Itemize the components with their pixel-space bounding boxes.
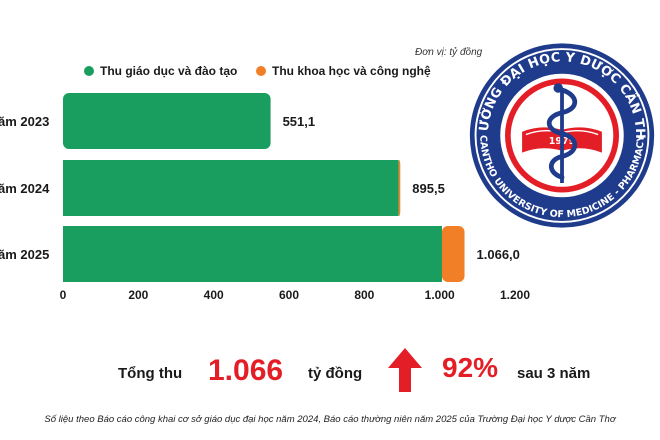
up-arrow-icon xyxy=(388,348,422,392)
data-label-1: 895,5 xyxy=(412,181,445,196)
unit-note: Đơn vị: tỷ đồng xyxy=(415,47,483,58)
summary-total-label: Tổng thu xyxy=(118,365,183,382)
data-label-2: 1.066,0 xyxy=(477,247,520,262)
x-tick-label-2: 400 xyxy=(204,288,224,302)
category-label-0: ăm 2023 xyxy=(0,114,49,129)
x-tick-label-1: 200 xyxy=(128,288,148,302)
legend-dot-education xyxy=(84,66,94,76)
x-tick-label-4: 800 xyxy=(354,288,374,302)
legend-label-education: Thu giáo dục và đào tạo xyxy=(100,64,238,78)
summary-unit: tỷ đồng xyxy=(308,365,363,382)
legend-item-education: Thu giáo dục và đào tạo xyxy=(84,64,237,78)
x-tick-label-3: 600 xyxy=(279,288,299,302)
footnote: Số liệu theo Báo cáo công khai cơ sở giá… xyxy=(44,414,616,425)
legend-dot-science xyxy=(256,66,266,76)
summary-bar: Tổng thu 1.066 tỷ đồng 92% sau 3 năm xyxy=(0,348,660,402)
bar-science-2 xyxy=(441,226,465,282)
x-tick-label-0: 0 xyxy=(60,288,67,302)
bar-education-0 xyxy=(63,93,271,149)
university-logo: TRƯỜNG ĐẠI HỌC Y DƯỢC CẦN THƠ CANTHO UNI… xyxy=(467,38,655,228)
data-label-0: 551,1 xyxy=(283,114,316,129)
legend-item-science: Thu khoa học và công nghệ xyxy=(256,64,431,78)
summary-growth: 92% xyxy=(442,352,499,383)
bar-education-2 xyxy=(63,226,442,282)
summary-total-value: 1.066 xyxy=(208,354,284,387)
category-label-1: ăm 2024 xyxy=(0,181,50,196)
bar-fill-join-2 xyxy=(435,226,442,282)
summary-period: sau 3 năm xyxy=(517,365,591,382)
bar-chart: 551,1 ăm 2023 895,5 ăm 2024 1.066,0 ăm 2025 0 2… xyxy=(0,93,530,302)
bar-fill-join-1 xyxy=(392,160,399,216)
category-label-2: ăm 2025 xyxy=(0,247,49,262)
bar-science-1 xyxy=(398,160,401,216)
x-tick-label-6: 1.200 xyxy=(500,288,530,302)
legend-label-science: Thu khoa học và công nghệ xyxy=(272,64,431,78)
x-tick-label-5: 1.000 xyxy=(425,288,455,302)
bar-education-1 xyxy=(63,160,399,216)
